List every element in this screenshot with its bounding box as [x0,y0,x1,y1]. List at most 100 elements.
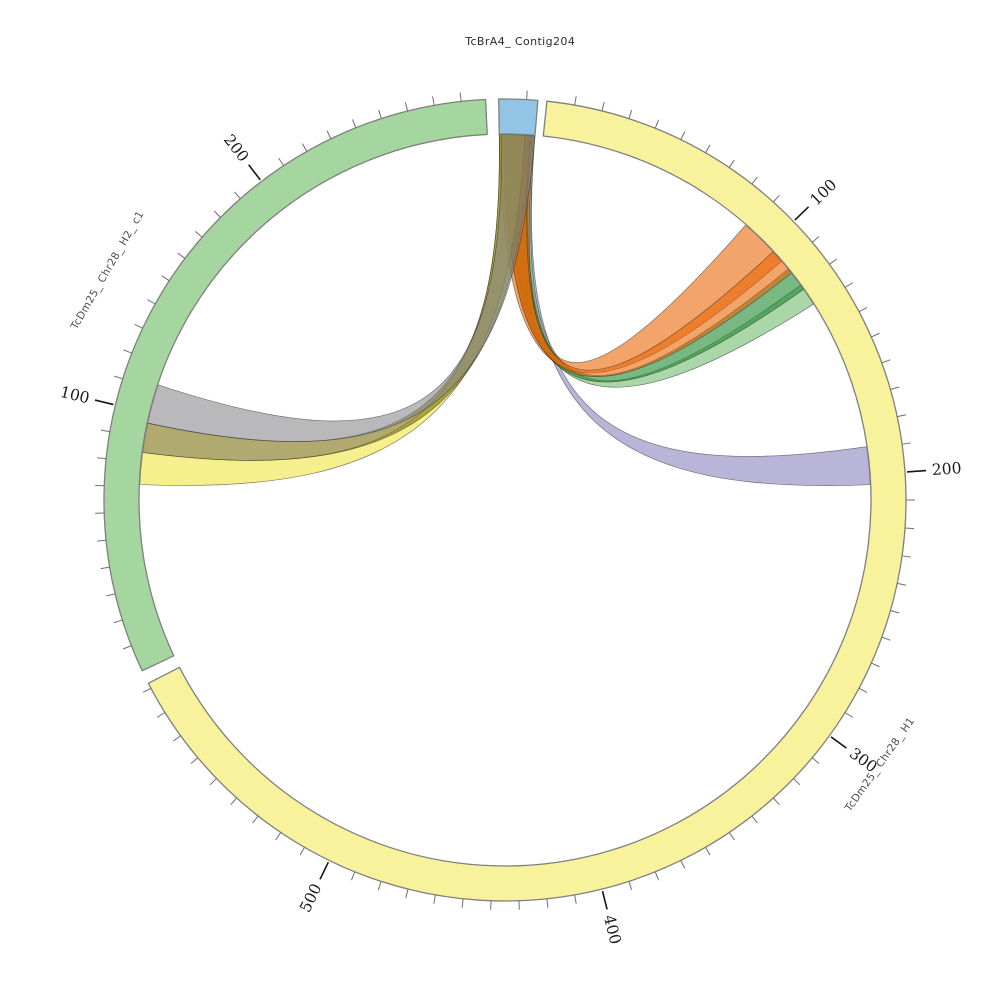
minor-tick-h2-40 [100,566,110,570]
minor-tick-h2-230 [326,130,332,139]
segments-layer [103,98,907,902]
minor-tick-h2-20 [113,619,123,624]
minor-tick-h1-240 [897,582,907,586]
minor-tick-h2-120 [123,349,133,354]
sector-label-h1: TcDm25_ Chr28_ H1 [842,715,917,814]
sector-label-h2: TcDm25_ Chr28_ H2_ c1 [68,209,146,333]
minor-tick-h1-580 [157,712,166,718]
chart-title: TcBrA4_ Contig204 [464,35,575,48]
minor-tick-h1-310 [811,757,820,764]
minor-tick-h1-180 [897,414,907,418]
minor-tick-h2-110 [114,375,123,380]
minor-tick-h2-250 [378,109,382,119]
major-tick-h2-100 [94,399,114,406]
minor-tick-h1-150 [871,332,880,338]
segment-h1 [147,100,907,902]
minor-tick-h1-560 [190,757,199,764]
minor-tick-h2-140 [147,299,156,305]
minor-tick-h1-30 [628,109,633,119]
minor-tick-h1-510 [299,847,305,856]
major-tick-h1-500 [319,861,330,880]
minor-tick-h2-240 [352,119,357,128]
minor-tick-h2-170 [194,231,203,238]
minor-tick-h1-370 [680,860,686,869]
minor-tick-h2-210 [278,157,285,166]
minor-tick-h1-480 [377,881,382,891]
minor-tick-h1-90 [772,194,780,203]
minor-tick-h2-180 [213,210,221,218]
minor-tick-h1-260 [881,636,891,641]
major-tick-h1-200 [906,469,927,473]
tick-label-h1-100: 100 [807,176,841,210]
minor-tick-h1-250 [890,610,900,614]
minor-tick-h1-230 [902,555,912,558]
minor-tick-h1-220 [904,527,915,530]
major-tick-h1-400 [601,890,608,910]
minor-tick-h2-50 [97,539,107,542]
minor-tick-h1-280 [858,687,868,693]
minor-tick-h1-570 [173,735,181,742]
minor-tick-h1-270 [871,662,880,668]
minor-tick-h1-320 [793,778,801,786]
minor-tick-h2-260 [404,102,409,112]
minor-tick-h2-270 [432,96,435,106]
minor-tick-h1-540 [230,797,238,806]
minor-tick-h2-150 [161,275,170,282]
minor-tick-h1-130 [844,282,853,288]
minor-tick-h2-30 [106,593,116,597]
minor-tick-h2-160 [177,252,186,259]
minor-tick-h1-340 [751,815,758,824]
minor-tick-h1-40 [654,119,660,129]
minor-tick-h1-140 [858,307,868,313]
minor-tick-h1-70 [728,159,735,168]
minor-tick-h1-380 [654,871,660,881]
minor-tick-h2-80 [97,457,107,460]
major-tick-h2-200 [248,164,261,181]
minor-tick-h1-190 [902,442,912,445]
tick-label-h1-400: 400 [600,913,625,946]
minor-tick-h1-290 [844,712,853,718]
minor-tick-h1-360 [705,847,711,856]
ribbon-contig-to-h2-gray [147,134,536,442]
minor-tick-h1-420 [546,898,549,908]
minor-tick-h1-110 [811,236,820,243]
minor-tick-h1-120 [829,258,837,265]
segment-contig [498,98,539,136]
minor-tick-h2-10 [122,645,132,650]
minor-tick-h2-280 [459,92,462,102]
major-tick-h1-100 [794,206,810,221]
minor-tick-h1-390 [628,881,633,891]
tick-label-h2-200: 200 [220,131,252,165]
tick-label-h1-500: 500 [296,881,325,915]
minor-tick-h1-450 [461,898,464,908]
minor-tick-h1-590 [142,687,152,693]
minor-tick-h1-530 [252,815,259,824]
tick-label-h1-200: 200 [931,459,962,479]
minor-tick-h1-50 [680,131,686,140]
minor-tick-h1-550 [209,778,217,786]
tick-label-h2-100: 100 [58,383,91,407]
minor-tick-h1-170 [890,386,900,390]
minor-tick-h1-350 [728,832,735,841]
minor-tick-h1-330 [772,797,780,806]
minor-tick-h2-190 [234,191,241,200]
minor-tick-h1-160 [881,359,891,364]
minor-tick-h1-10 [574,96,577,106]
minor-tick-h1-20 [601,102,605,112]
minor-tick-h1-80 [751,176,758,185]
minor-tick-h2-90 [100,429,110,433]
minor-tick-h1-410 [574,894,577,904]
minor-tick-h2-220 [301,143,308,152]
minor-tick-h1-460 [433,894,436,904]
ticks-layer [94,90,927,910]
major-tick-h1-300 [830,736,847,749]
minor-tick-h1-520 [275,832,282,841]
minor-tick-h1-60 [705,144,711,153]
minor-tick-h1-490 [350,871,356,881]
minor-tick-h2-130 [134,323,143,329]
segment-h2 [103,98,488,672]
minor-tick-h1-470 [405,888,409,898]
ribbons-layer [139,134,871,486]
